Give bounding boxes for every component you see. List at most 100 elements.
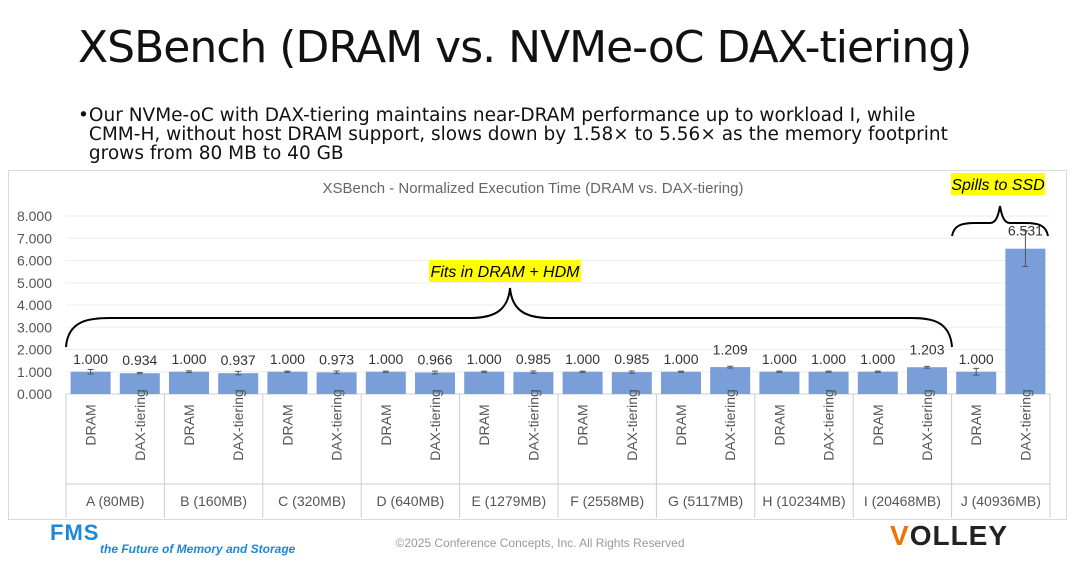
- bar: [808, 371, 849, 394]
- copyright: ©2025 Conference Concepts, Inc. All Righ…: [395, 536, 685, 550]
- fms-logo: FMS the Future of Memory and Storage: [50, 520, 296, 556]
- data-label: 0.966: [417, 352, 452, 368]
- error-bar: [333, 370, 340, 375]
- error-bar: [776, 370, 783, 373]
- x-group-label: B (160MB): [180, 493, 247, 509]
- x-group-label: A (80MB): [86, 493, 144, 509]
- error-bar: [432, 370, 438, 375]
- x-group-label: J (40936MB): [961, 493, 1041, 509]
- data-label: 0.985: [516, 351, 551, 367]
- error-bar: [1022, 230, 1029, 267]
- bar: [661, 371, 701, 394]
- y-tick-label: 2.000: [17, 342, 52, 358]
- chart-frame: [8, 170, 1067, 520]
- y-tick-label: 3.000: [17, 319, 52, 335]
- x-subcategory-label: DAX-tiering: [427, 389, 443, 461]
- error-bar: [628, 370, 635, 374]
- x-subcategory-label: DRAM: [476, 404, 492, 445]
- data-label: 1.000: [663, 351, 698, 367]
- bar: [267, 371, 308, 394]
- error-bar: [579, 370, 586, 373]
- error-bar: [727, 365, 734, 369]
- y-tick-label: 8.000: [17, 208, 52, 224]
- x-subcategory-label: DRAM: [968, 404, 984, 445]
- data-label: 1.000: [467, 351, 502, 367]
- x-subcategory-label: DAX-tiering: [722, 389, 738, 461]
- error-bar: [874, 370, 881, 373]
- x-group-label: C (320MB): [278, 493, 346, 509]
- data-label: 0.985: [614, 351, 649, 367]
- data-label: 0.937: [221, 352, 256, 368]
- error-bar: [87, 369, 94, 375]
- x-subcategory-label: DAX-tiering: [230, 389, 246, 461]
- data-label: 1.209: [713, 341, 748, 357]
- slide-title: XSBench (DRAM vs. NVMe-oC DAX-tiering): [78, 22, 972, 73]
- data-label: 1.000: [73, 351, 108, 367]
- x-subcategory-label: DRAM: [378, 404, 394, 445]
- data-label: 1.000: [368, 351, 403, 367]
- bar: [415, 372, 455, 394]
- x-subcategory-label: DRAM: [575, 404, 591, 445]
- y-tick-label: 5.000: [17, 275, 52, 291]
- bar: [956, 371, 997, 394]
- x-group-label: I (20468MB): [864, 493, 941, 509]
- data-label: 1.000: [811, 351, 846, 367]
- y-tick-label: 0.000: [17, 386, 52, 402]
- bar: [562, 371, 603, 394]
- bullet-marker: •: [78, 105, 89, 126]
- x-subcategory-label: DAX-tiering: [919, 389, 935, 461]
- bar: [1005, 248, 1046, 394]
- x-group-label: F (2558MB): [570, 493, 644, 509]
- error-bar: [825, 370, 832, 373]
- brace-fits-in-dram: [65, 287, 953, 348]
- bar: [857, 371, 898, 394]
- error-bar: [136, 372, 143, 375]
- x-subcategory-label: DRAM: [673, 404, 689, 445]
- data-label: 1.000: [270, 351, 305, 367]
- error-bar: [186, 370, 192, 374]
- bullet-point: • Our NVMe-oC with DAX-tiering maintains …: [78, 106, 958, 163]
- data-label: 1.203: [909, 342, 944, 358]
- x-subcategory-label: DRAM: [279, 404, 295, 445]
- data-label: 1.000: [959, 351, 994, 367]
- error-bar: [235, 370, 242, 376]
- annotation-highlight: [429, 260, 581, 282]
- chart-title: XSBench - Normalized Execution Time (DRA…: [323, 180, 744, 197]
- error-bar: [481, 370, 488, 373]
- bar: [365, 371, 406, 394]
- bullet-text: Our NVMe-oC with DAX-tiering maintains n…: [88, 105, 948, 164]
- bar: [907, 367, 947, 394]
- bar: [464, 371, 505, 394]
- error-bar: [530, 370, 537, 374]
- data-label: 0.973: [319, 351, 354, 367]
- brace-spills-to-ssd: [951, 205, 1049, 237]
- error-bar: [284, 370, 291, 373]
- error-bar: [382, 370, 389, 373]
- bar: [169, 371, 209, 394]
- x-subcategory-label: DRAM: [83, 404, 99, 445]
- x-subcategory-label: DAX-tiering: [1017, 389, 1033, 461]
- x-group-label: G (5117MB): [668, 493, 743, 509]
- x-group-label: D (640MB): [377, 493, 445, 509]
- y-tick-label: 1.000: [17, 364, 52, 380]
- bar: [119, 373, 160, 394]
- bar: [316, 372, 357, 394]
- x-subcategory-label: DAX-tiering: [329, 389, 345, 461]
- bar: [611, 372, 652, 394]
- annotation-fits-in-dram: Fits in DRAM + HDM: [431, 264, 581, 281]
- bar: [70, 371, 111, 394]
- x-subcategory-label: DAX-tiering: [821, 389, 837, 461]
- x-subcategory-label: DAX-tiering: [624, 389, 640, 461]
- data-label: 6.531: [1008, 223, 1043, 239]
- error-bar: [924, 365, 930, 369]
- x-subcategory-label: DAX-tiering: [525, 389, 541, 461]
- volley-logo: VOLLEY: [890, 520, 1009, 551]
- bar: [759, 371, 800, 394]
- annotation-highlight: [951, 173, 1045, 195]
- x-subcategory-label: DAX-tiering: [132, 389, 148, 461]
- annotation-spills-to-ssd: Spills to SSD: [951, 177, 1045, 194]
- bar: [218, 373, 259, 394]
- x-group-label: E (1279MB): [471, 493, 546, 509]
- y-tick-label: 4.000: [17, 297, 52, 313]
